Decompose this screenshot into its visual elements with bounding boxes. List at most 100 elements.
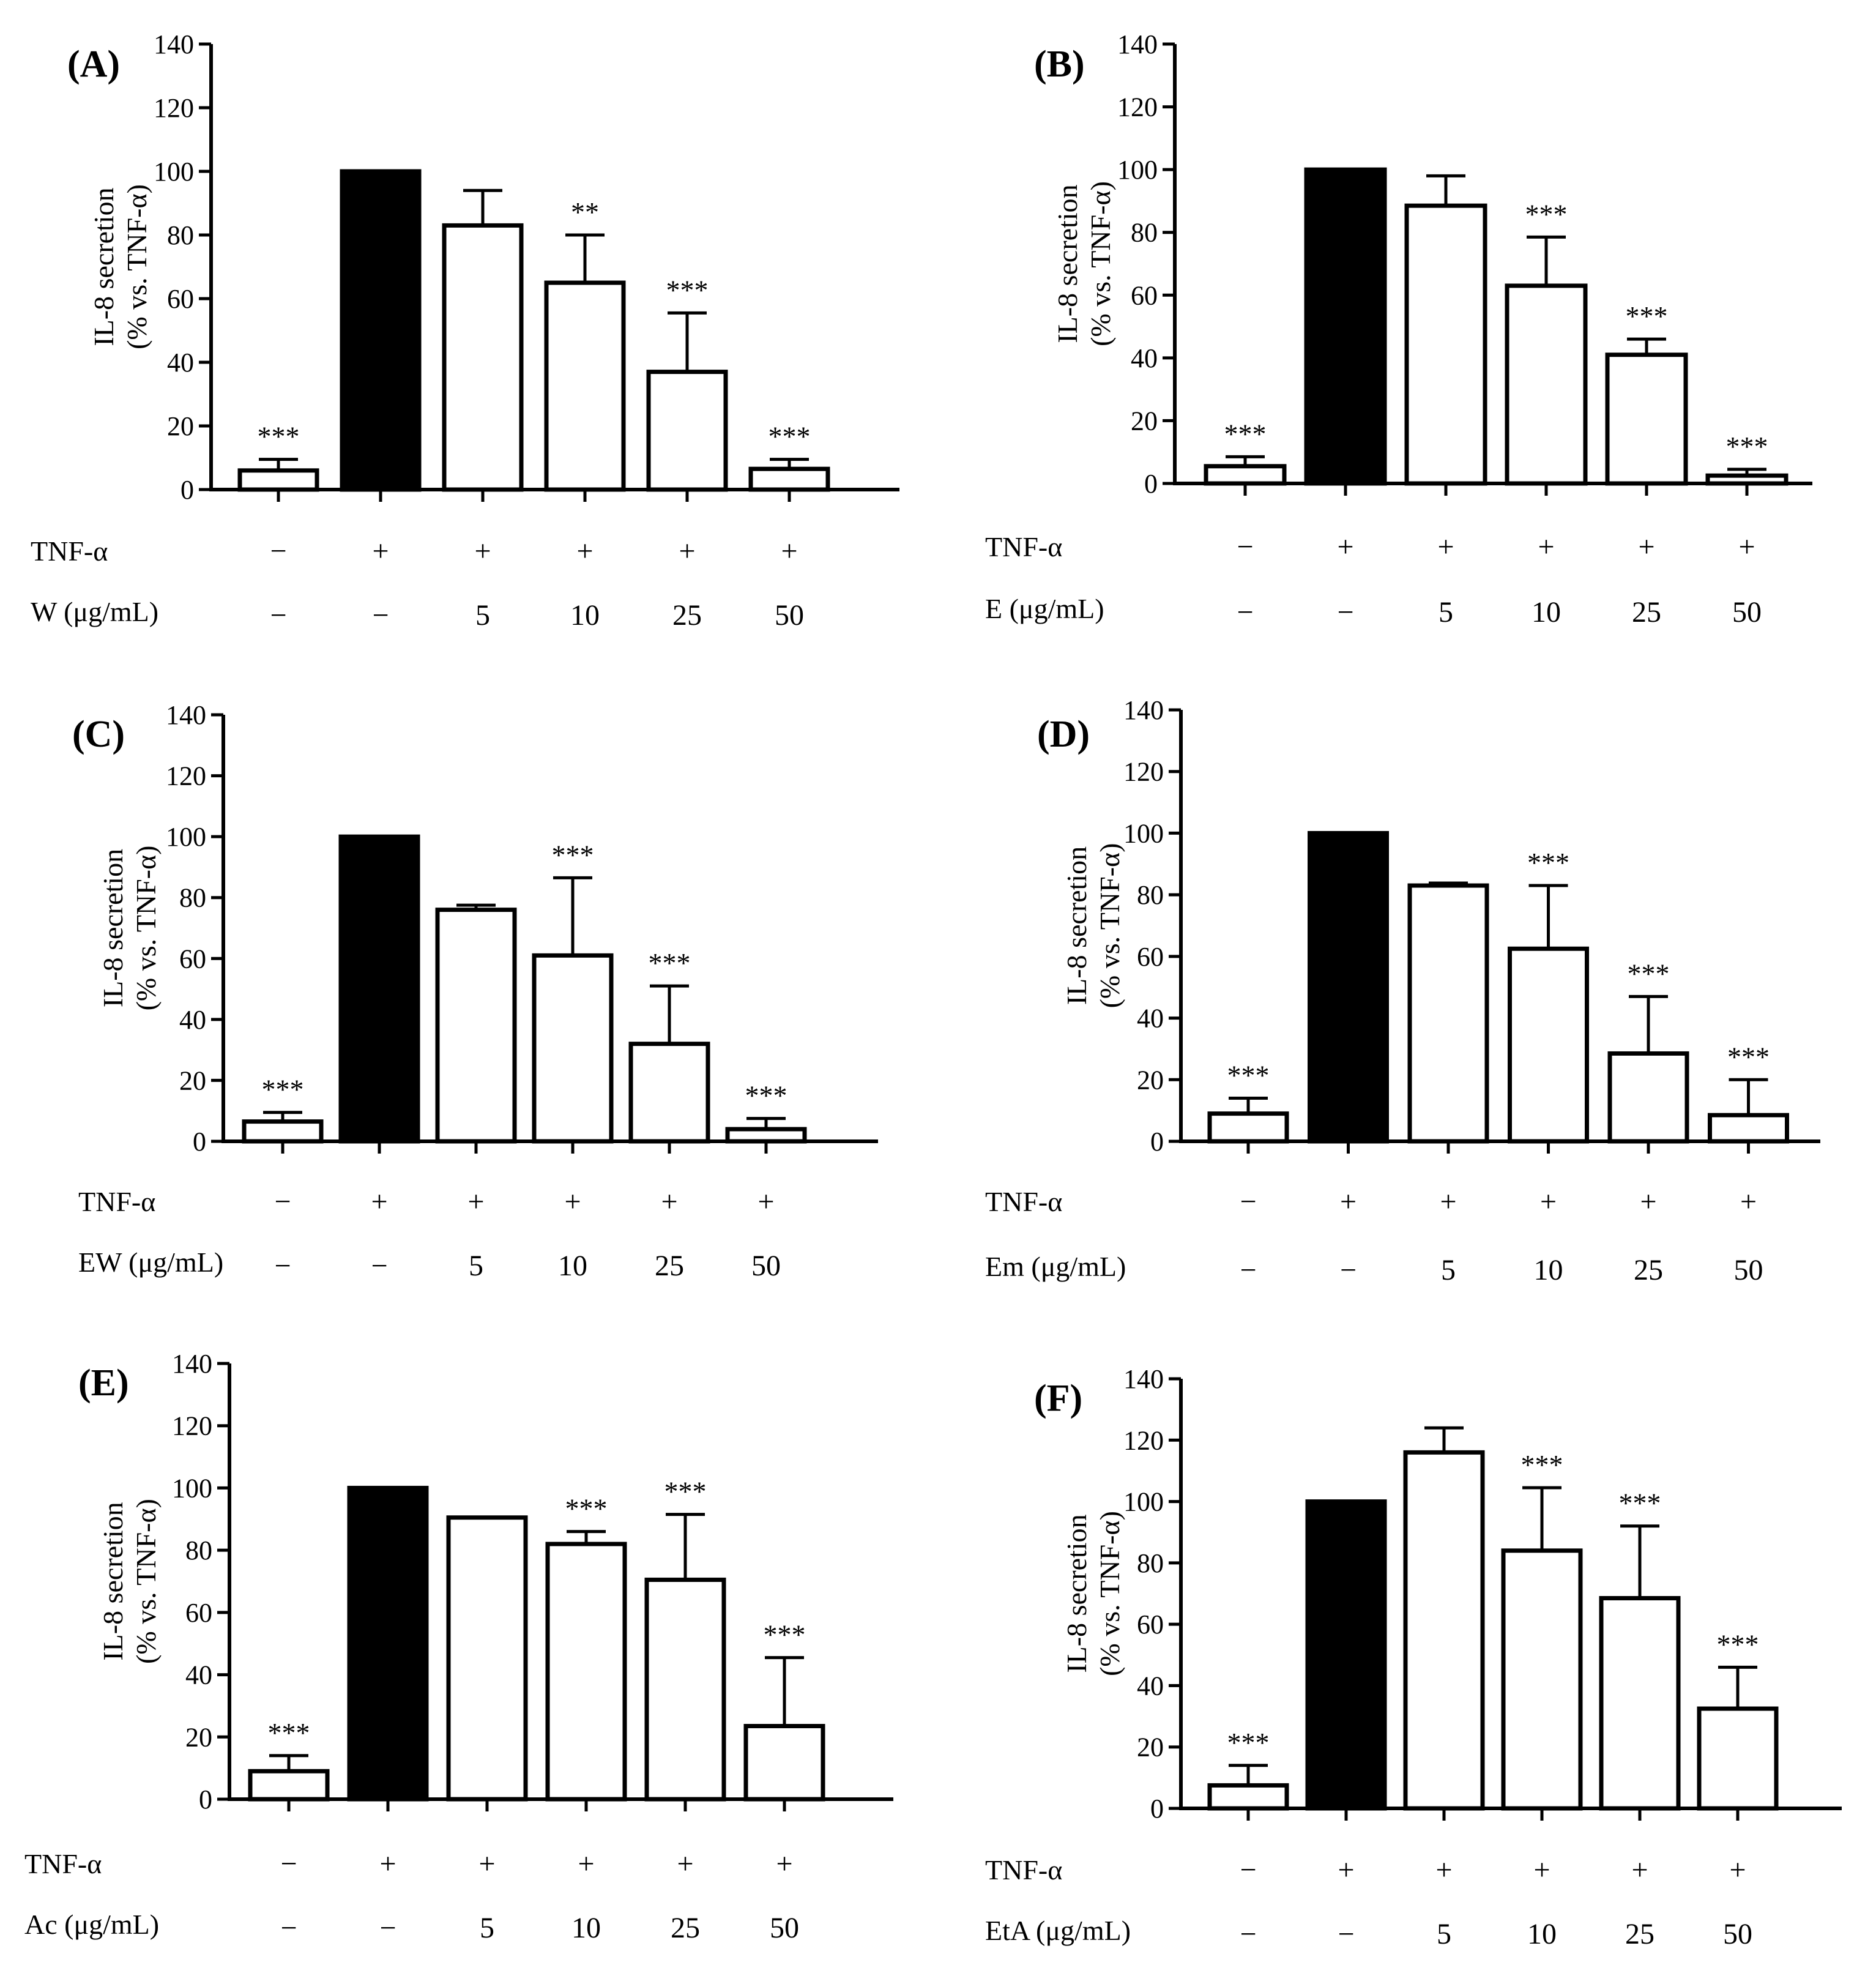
dose-row-value: − [274,1250,291,1282]
panel-2: 0 20 40 60 80 100 120 140 (B) IL-8 secretion(% vs… [985,29,1812,628]
bar [725,1127,807,1144]
y-tick-label: 120 [1117,92,1158,122]
y-tick-label: 60 [1137,1609,1164,1639]
tnf-row-value: + [1338,1854,1354,1886]
y-tick-label: 100 [154,157,194,187]
tnf-row-value: + [1538,531,1554,563]
y-tick-label: 80 [1137,880,1164,910]
y-tick-label: 0 [1144,469,1158,499]
tnf-row-label: TNF-α [24,1848,102,1879]
significance-label: *** [1227,1727,1270,1758]
dose-row-value: − [379,1912,396,1944]
y-tick-label: 140 [172,1349,212,1379]
bar [442,223,524,492]
tnf-row-value: + [1631,1854,1648,1886]
panel-5: 0 20 40 60 80 100 120 140 (E) IL-8 secretion(% vs… [24,1349,893,1944]
tnf-row-value: − [274,1185,291,1218]
tnf-row-value: + [379,1848,396,1880]
bar [435,908,517,1144]
bar [1605,352,1688,486]
y-axis-label-line2: (% vs. TNF-α) [1094,1511,1125,1676]
y-axis-label-line1: IL-8 secretion [1061,1514,1092,1673]
dose-row-value: 50 [751,1250,781,1282]
tnf-row-value: + [1540,1185,1557,1218]
dose-row-label: EtA (μg/mL) [985,1915,1131,1946]
bar [1308,830,1389,1144]
y-tick-label: 80 [1131,218,1158,248]
significance-label: *** [664,1476,707,1507]
dose-row-value: 5 [1441,1254,1456,1286]
significance-label: *** [1521,1449,1563,1480]
y-tick-label: 20 [1137,1065,1164,1095]
y-tick-label: 20 [1131,406,1158,436]
bar [347,1485,429,1802]
bar [248,1769,330,1802]
significance-label: *** [1717,1628,1759,1660]
tnf-row-label: TNF-α [78,1186,155,1217]
bar [1305,1499,1387,1811]
panel-1: 0 20 40 60 80 100 120 140 (A) IL-8 secretion(% vs… [31,29,899,632]
bar [532,953,614,1144]
y-axis-label: IL-8 secretion(% vs. TNF-α) [1061,843,1125,1009]
bar [1505,283,1588,486]
dose-row-label: EW (μg/mL) [78,1247,223,1278]
y-tick-label: 20 [1137,1732,1164,1762]
tnf-row-label: TNF-α [985,531,1062,562]
y-tick-label: 120 [154,93,194,123]
dose-row-value: − [1237,596,1253,628]
y-tick-label: 140 [1123,695,1164,725]
y-tick-label: 40 [1131,343,1158,373]
significance-label: *** [262,1074,304,1105]
tnf-row-value: + [1533,1854,1550,1886]
significance-label: *** [258,421,300,452]
panel-label: (F) [1034,1378,1082,1419]
bar [1404,203,1487,486]
significance-label: *** [268,1717,310,1748]
dose-row-value: 5 [1439,596,1453,628]
bar [1599,1596,1681,1811]
significance-label: *** [1224,418,1267,449]
bar [1708,1113,1789,1144]
tnf-row-value: + [372,535,389,567]
panel-4: 0 20 40 60 80 100 120 140 (D) IL-8 secretion(% vs… [985,695,1820,1286]
dose-row-value: 10 [558,1250,587,1282]
y-axis-label-line2: (% vs. TNF-α) [121,184,152,349]
significance-label: ** [571,196,599,228]
bar [544,280,626,492]
bar [242,1119,324,1144]
y-tick-label: 80 [179,883,206,913]
tnf-row-value: + [781,535,797,567]
tnf-row-value: + [1638,531,1655,563]
dose-row-value: 25 [1632,596,1661,628]
tnf-row-value: + [578,1848,594,1880]
dose-row-value: 10 [570,599,600,632]
y-tick-label: 0 [199,1785,212,1814]
tnf-row-label: TNF-α [31,535,108,567]
bar [1508,946,1589,1144]
bar [1403,1450,1485,1811]
bar [1207,1111,1289,1144]
y-axis-label-line1: IL-8 secretion [97,849,128,1007]
dose-row-value: − [1338,1918,1354,1950]
significance-label: *** [1227,1060,1270,1091]
y-axis-label: IL-8 secretion(% vs. TNF-α) [88,184,152,349]
tnf-row-value: − [280,1848,297,1880]
y-tick-label: 20 [167,411,194,441]
dose-row-value: 25 [655,1250,684,1282]
dose-row-value: 10 [1534,1254,1563,1286]
significance-label: *** [1727,1041,1770,1072]
y-tick-label: 0 [193,1127,206,1157]
panel-label: (E) [78,1362,129,1404]
tnf-row-value: + [1738,531,1755,563]
tnf-row-value: + [757,1185,774,1218]
dose-row-value: 25 [1625,1918,1655,1950]
bar [340,169,422,492]
dose-row-value: 10 [1527,1918,1557,1950]
y-tick-label: 140 [154,29,194,59]
y-tick-label: 40 [185,1660,212,1690]
bar [646,370,728,492]
significance-label: *** [764,1619,806,1650]
y-axis-label-line2: (% vs. TNF-α) [1085,181,1116,346]
dose-row-value: − [1340,1254,1357,1286]
tnf-row-value: + [576,535,593,567]
